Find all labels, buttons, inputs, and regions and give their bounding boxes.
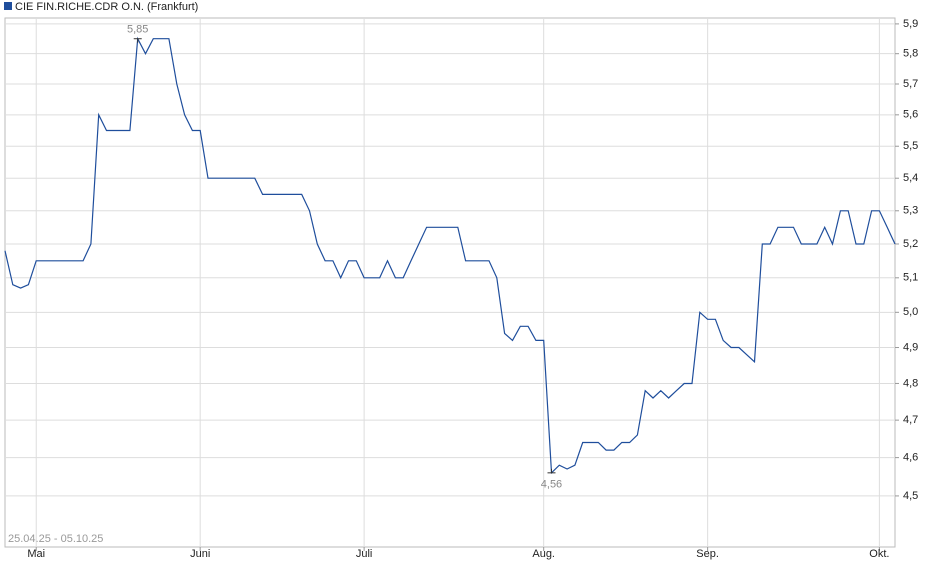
y-tick-label: 5,6 xyxy=(903,109,918,121)
y-tick-label: 5,0 xyxy=(903,306,918,318)
x-tick-label: Okt. xyxy=(869,548,889,560)
y-tick-label: 5,3 xyxy=(903,205,918,217)
y-tick-label: 5,7 xyxy=(903,78,918,90)
y-tick-label: 4,9 xyxy=(903,341,918,353)
x-tick-label: Aug. xyxy=(532,548,555,560)
y-tick-label: 5,2 xyxy=(903,238,918,250)
value-label: 5,85 xyxy=(127,24,148,36)
y-tick-label: 4,5 xyxy=(903,490,918,502)
x-tick-label: Sep. xyxy=(696,548,719,560)
y-tick-label: 5,4 xyxy=(903,172,918,184)
y-tick-label: 4,7 xyxy=(903,414,918,426)
x-tick-label: Juli xyxy=(356,548,373,560)
y-tick-label: 5,9 xyxy=(903,18,918,30)
legend-swatch xyxy=(4,2,12,10)
y-tick-label: 5,5 xyxy=(903,140,918,152)
y-tick-label: 4,6 xyxy=(903,452,918,464)
x-tick-label: Mai xyxy=(27,548,45,560)
value-label: 4,56 xyxy=(541,479,562,491)
x-tick-label: Juni xyxy=(190,548,210,560)
y-tick-label: 4,8 xyxy=(903,377,918,389)
legend-label: CIE FIN.RICHE.CDR O.N. (Frankfurt) xyxy=(15,1,198,13)
price-line xyxy=(4,36,896,475)
plot-area xyxy=(4,17,896,548)
y-tick-label: 5,8 xyxy=(903,48,918,60)
y-tick-label: 5,1 xyxy=(903,272,918,284)
date-range: 25.04.25 - 05.10.25 xyxy=(8,533,103,545)
